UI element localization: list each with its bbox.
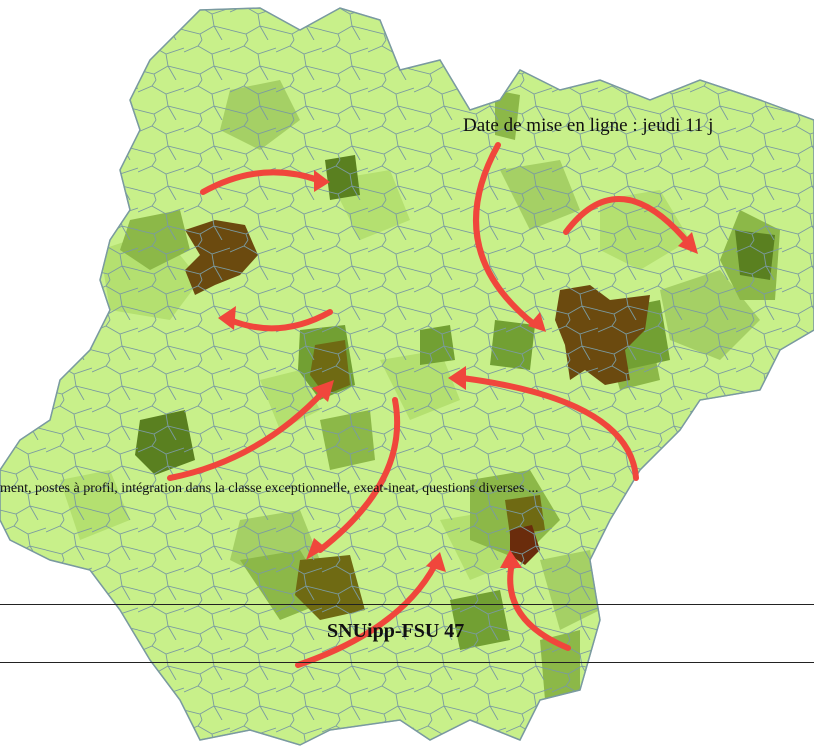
arrow-path: [563, 196, 693, 248]
arrow-path: [200, 169, 321, 195]
arrowhead: [314, 170, 330, 192]
article-description: ment, postes à profil, intégration dans …: [0, 481, 539, 496]
publication-date: Date de mise en ligne : jeudi 11 j: [463, 115, 714, 136]
arrow-path: [295, 562, 438, 668]
footer-rule-bottom: [0, 662, 814, 663]
arrowhead: [528, 312, 546, 332]
arrow-path: [167, 387, 328, 481]
arrow-path: [317, 397, 401, 553]
arrowhead: [500, 550, 522, 568]
arrowhead: [426, 552, 446, 572]
arrow-path: [473, 142, 538, 328]
arrowhead: [448, 366, 466, 390]
arrowhead: [312, 380, 334, 402]
arrow-path: [507, 560, 571, 651]
arrow-path: [459, 375, 639, 481]
arrow-heads: [218, 170, 698, 572]
movement-arrows: [167, 142, 693, 668]
arrowhead: [306, 538, 326, 560]
footer-rule-top: [0, 604, 814, 605]
arrow-path: [227, 309, 333, 332]
department-border: [0, 7, 814, 746]
arrowhead: [678, 232, 698, 254]
footer-title: SNUipp-FSU 47: [327, 620, 465, 642]
arrowhead: [218, 306, 236, 330]
